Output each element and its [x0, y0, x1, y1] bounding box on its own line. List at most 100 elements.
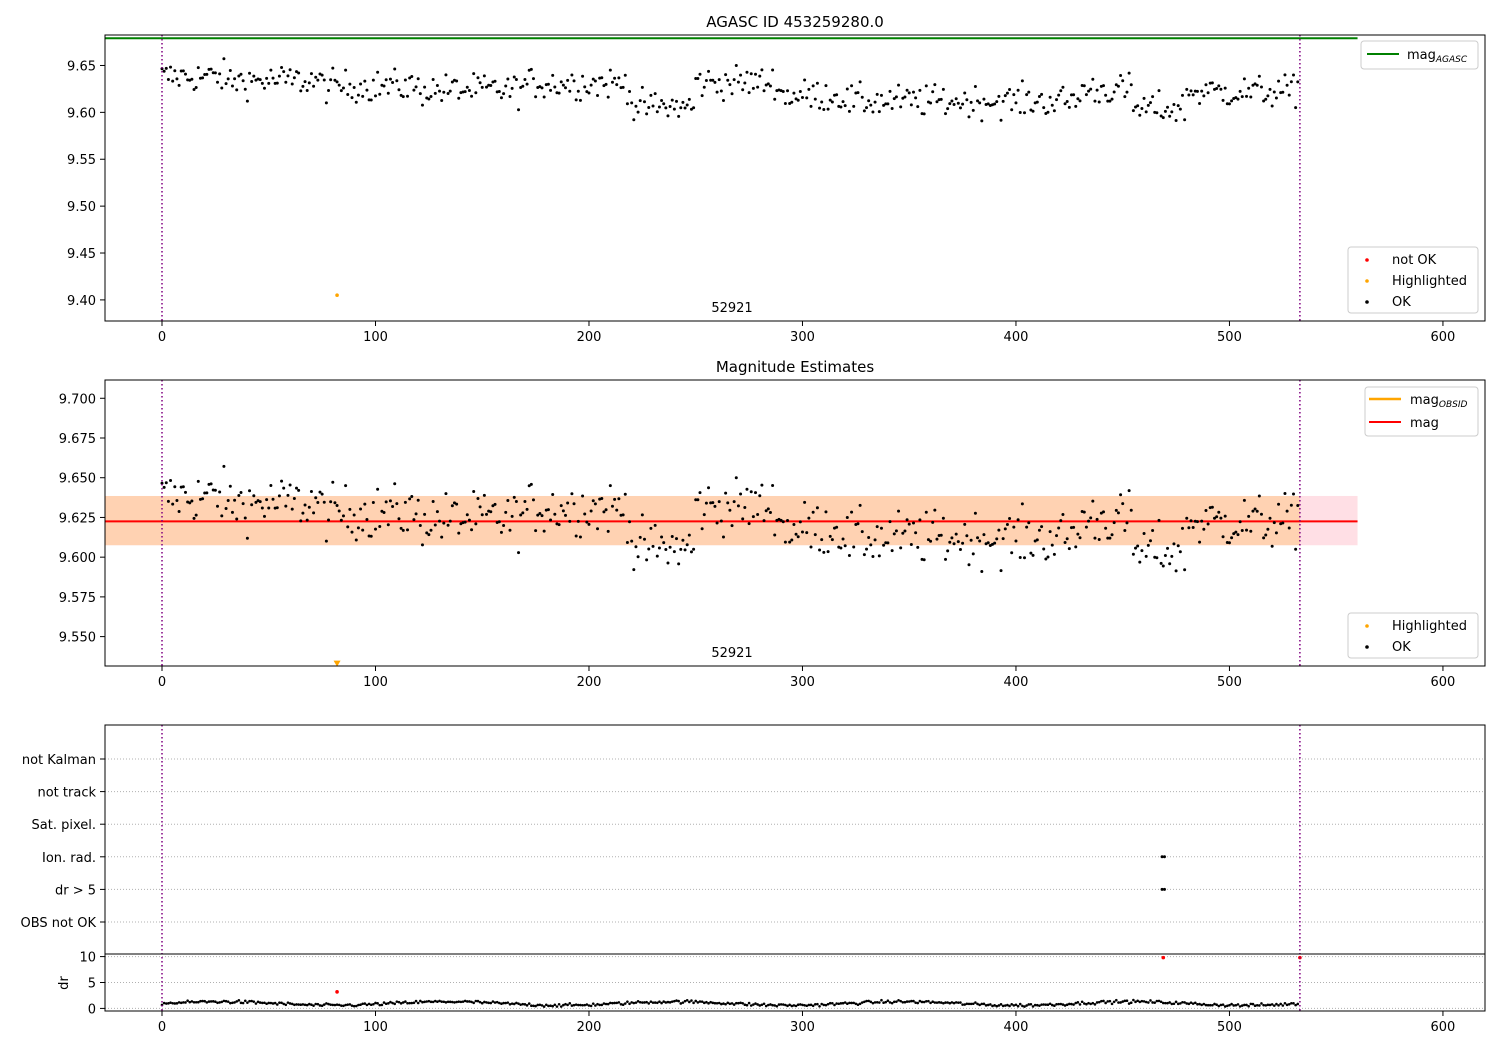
y-tick-label: 9.600 [59, 551, 96, 566]
dr-ok-point [1208, 1003, 1212, 1007]
ok-point [1108, 99, 1112, 103]
ok-point [978, 101, 982, 105]
ok-point [418, 523, 422, 527]
dr-ok-point [404, 1000, 407, 1003]
dr-ok-point [344, 1003, 347, 1007]
ok-point [425, 531, 429, 535]
dr-ok-point [1102, 999, 1105, 1003]
ok-point [265, 76, 269, 80]
ok-point [850, 84, 854, 88]
dr-ok-point [933, 1001, 937, 1004]
ok-point [696, 498, 700, 502]
dr-ok-point [436, 1000, 439, 1003]
ok-point [356, 93, 360, 97]
dr-ok-point [743, 1003, 747, 1006]
x-tick-label: 100 [363, 330, 388, 345]
ok-point [448, 519, 452, 523]
ok-point [412, 88, 416, 92]
ok-point [1136, 104, 1140, 108]
ok-point [376, 70, 380, 74]
ok-point [561, 509, 565, 513]
ok-point [828, 98, 832, 102]
ok-point [965, 534, 969, 538]
ok-point [630, 101, 634, 105]
ok-point [510, 86, 514, 90]
ok-point [485, 85, 489, 89]
dr-ok-point [1168, 1001, 1171, 1004]
dr-ok-point [854, 1002, 858, 1006]
ok-point [999, 569, 1003, 573]
ok-point [1206, 522, 1210, 526]
ok-point [634, 545, 638, 549]
flag-point [1162, 855, 1166, 859]
dr-ok-point [717, 1001, 721, 1005]
ok-point [1172, 103, 1176, 107]
dr-ok-point [214, 1000, 217, 1004]
ok-point [525, 507, 529, 511]
dr-ok-point [549, 1004, 552, 1008]
dr-ok-point [790, 1004, 794, 1008]
dr-ok-point [171, 1001, 174, 1005]
ok-point [645, 112, 649, 116]
dr-ok-point [164, 1002, 168, 1005]
legend-ok-swatch [1365, 300, 1369, 304]
ok-point [335, 80, 339, 84]
ok-point [1074, 104, 1078, 108]
dr-ok-point [636, 999, 640, 1003]
ok-point [504, 510, 508, 514]
dr-ok-point [1040, 1003, 1043, 1006]
dr-ok-point [406, 1001, 409, 1005]
ok-point [689, 550, 693, 554]
ok-point [711, 501, 715, 505]
ok-point [371, 501, 375, 505]
ok-point [1240, 95, 1244, 99]
dr-ok-point [942, 1001, 945, 1005]
ok-point [1087, 89, 1091, 93]
ok-point [591, 499, 595, 503]
dr-ok-point [984, 1004, 988, 1007]
ok-point [549, 88, 553, 92]
ok-point [1037, 94, 1041, 98]
ok-point [534, 95, 538, 99]
flag-label: OBS not OK [21, 916, 97, 931]
ok-point [237, 74, 241, 78]
ok-point [1289, 80, 1293, 84]
dr-ok-point [1144, 1000, 1148, 1004]
ok-point [295, 70, 299, 74]
ok-point [1014, 539, 1018, 543]
dr-ok-point [393, 1002, 397, 1006]
ok-point [1191, 93, 1195, 97]
ok-point [1104, 93, 1108, 97]
ok-point [433, 523, 437, 527]
dr-ok-point [976, 1002, 979, 1006]
ok-point [401, 528, 405, 532]
dr-ok-point [781, 1003, 785, 1006]
ok-point [651, 544, 655, 548]
ok-point [576, 89, 580, 93]
dr-ok-point [724, 1002, 727, 1006]
ok-point [420, 103, 424, 107]
dr-ok-point [1072, 1003, 1075, 1006]
dr-ok-point [201, 999, 204, 1003]
y-tick-label: 9.65 [67, 59, 96, 74]
ok-point [1294, 547, 1298, 551]
dr-ok-point [613, 1001, 616, 1005]
dr-ok-point [664, 1001, 668, 1004]
dr-ok-point [1279, 1002, 1282, 1006]
dr-ok-point [920, 1000, 924, 1004]
ok-point [670, 98, 674, 102]
ok-point [237, 494, 241, 498]
dr-ok-point [969, 1002, 973, 1006]
dr-ok-point [391, 1001, 394, 1005]
ok-point [811, 510, 815, 514]
dr-ok-point [331, 1003, 335, 1007]
dr-ok-point [1226, 1004, 1229, 1008]
dr-ok-point [886, 999, 890, 1003]
ok-point [222, 57, 226, 61]
dr-ok-point [583, 1003, 587, 1007]
dr-ok-point [220, 1000, 224, 1004]
dr-ok-point [459, 1000, 463, 1004]
dr-ok-point [303, 1003, 307, 1007]
ok-point [216, 504, 220, 508]
ok-point [450, 80, 454, 84]
